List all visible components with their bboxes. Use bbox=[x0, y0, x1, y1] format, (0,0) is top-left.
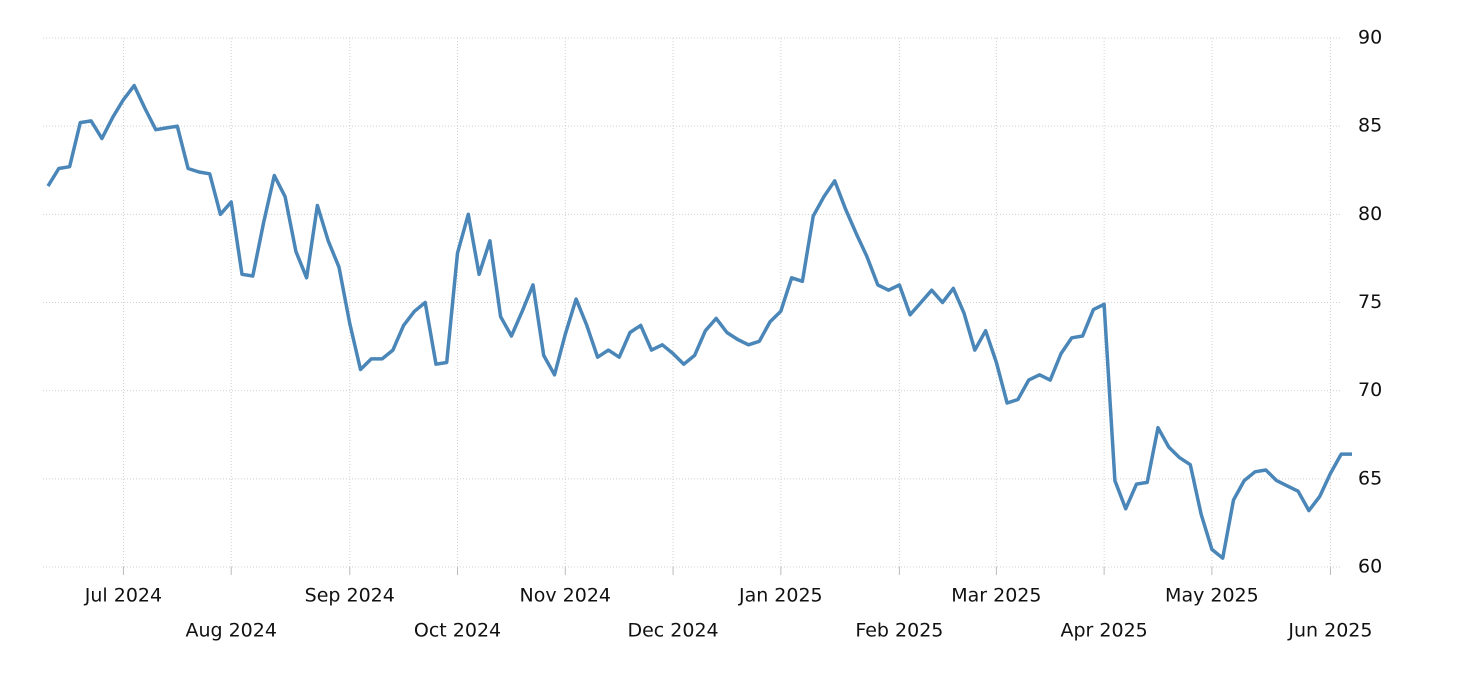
x-tick-label: Apr 2025 bbox=[1060, 620, 1147, 642]
y-tick-label: 85 bbox=[1358, 115, 1382, 137]
x-tick-label: Aug 2024 bbox=[185, 620, 277, 642]
y-tick-label: 90 bbox=[1358, 27, 1382, 49]
x-tick-label: Nov 2024 bbox=[520, 585, 611, 607]
x-tick-label: Feb 2025 bbox=[855, 620, 943, 642]
y-tick-label: 80 bbox=[1358, 203, 1382, 225]
data-line bbox=[46, 83, 1352, 560]
x-tick-label: Mar 2025 bbox=[951, 585, 1041, 607]
x-tick-label: May 2025 bbox=[1165, 585, 1259, 607]
y-tick-label: 65 bbox=[1358, 467, 1382, 489]
y-tick-label: 70 bbox=[1358, 379, 1382, 401]
x-tick-label: Jan 2025 bbox=[738, 585, 823, 607]
y-tick-label: 60 bbox=[1358, 556, 1382, 578]
x-tick-label: Sep 2024 bbox=[305, 585, 395, 607]
x-tick-label: Jul 2024 bbox=[84, 585, 162, 607]
x-tick-label: Dec 2024 bbox=[627, 620, 718, 642]
x-tick-label: Jun 2025 bbox=[1287, 620, 1372, 642]
y-tick-label: 75 bbox=[1358, 291, 1382, 313]
x-tick-label: Oct 2024 bbox=[414, 620, 501, 642]
